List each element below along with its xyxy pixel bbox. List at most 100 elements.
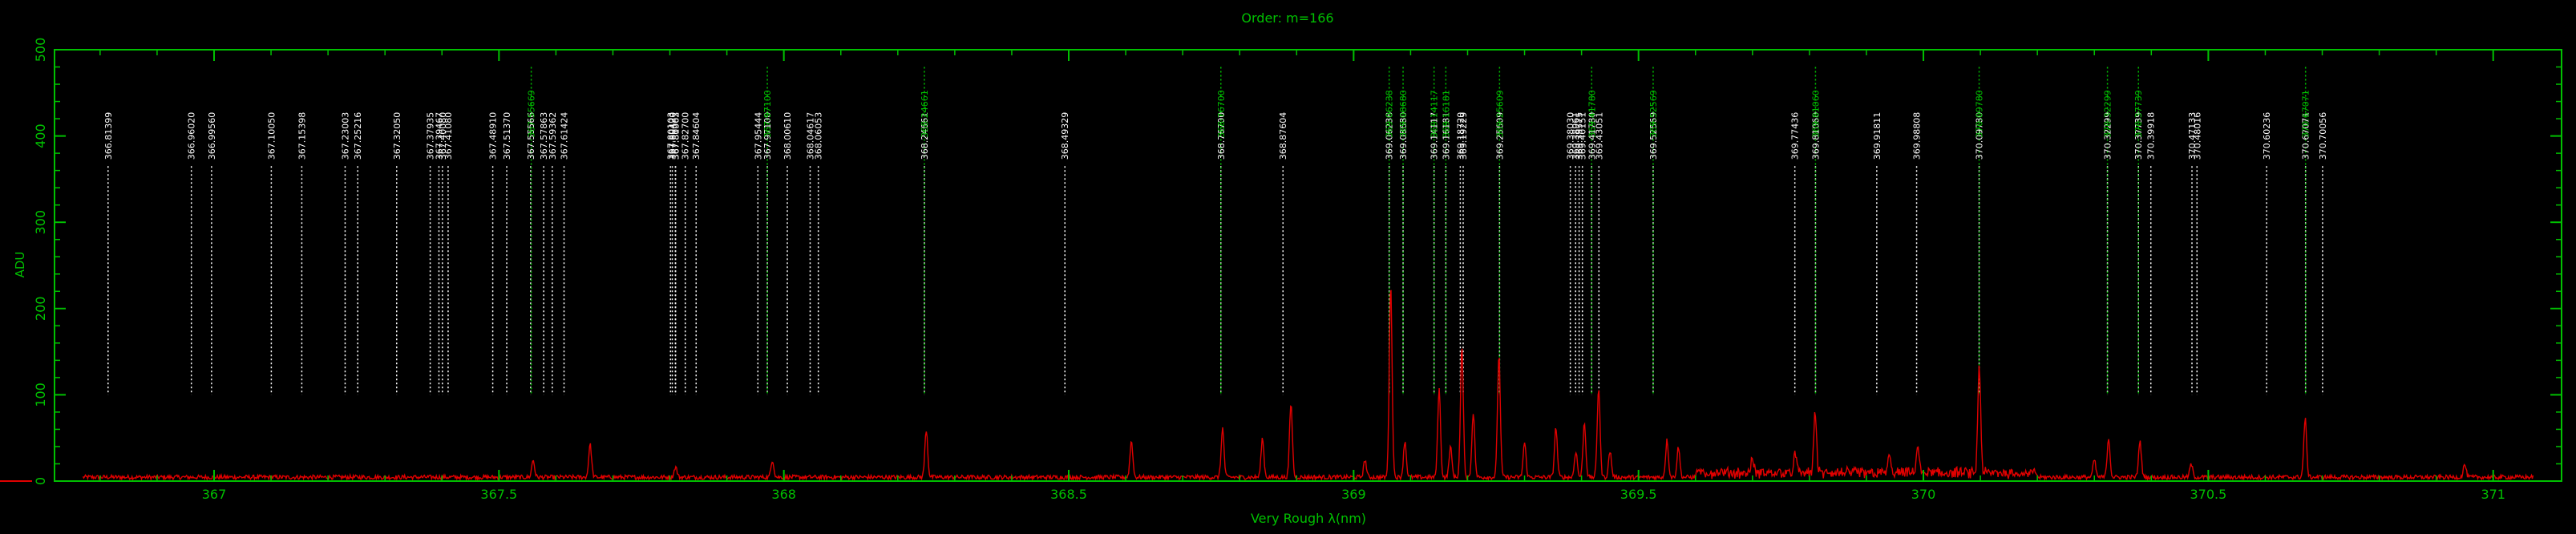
y-tick-label: 300: [33, 210, 48, 235]
green-line-label: 367.55669: [527, 90, 537, 138]
white-line-label: 369.52569: [1648, 112, 1659, 160]
white-line-label: 369.98808: [1912, 112, 1923, 160]
white-line-label: 367.82700: [681, 112, 691, 160]
spectrum-line: [82, 289, 2534, 482]
white-line-label: 369.81060: [1810, 112, 1821, 160]
white-line-label: 369.43051: [1594, 112, 1604, 160]
white-line-label: 367.25216: [353, 112, 363, 160]
white-line-label: 367.32050: [392, 112, 402, 160]
white-line-label: 370.47133: [2187, 112, 2198, 160]
x-axis-ticks: 367 367.5 368 368.5 369 369.5 370 370.5 371: [99, 50, 2505, 502]
green-line-label: 368.24661: [920, 90, 930, 138]
white-line-label: 370.60236: [2262, 112, 2272, 160]
white-line-label: 369.77436: [1790, 112, 1801, 160]
axes-frame: [54, 49, 2562, 482]
white-line-label: 367.80420: [668, 112, 678, 160]
white-line-label: 369.25609: [1494, 112, 1505, 160]
white-line-label: 367.51370: [502, 112, 512, 160]
green-line-label: 369.06238: [1385, 90, 1395, 138]
x-tick-label: 367: [202, 487, 227, 502]
white-line-label: 367.10050: [266, 112, 277, 160]
white-line-label: 369.38961: [1571, 112, 1581, 160]
reference-lines: [107, 67, 2323, 395]
green-line-label: 370.67071: [2301, 90, 2311, 138]
green-line-label: 369.16181: [1441, 90, 1451, 138]
white-line-label: 366.99560: [207, 112, 217, 160]
white-line-label: 369.19229: [1458, 112, 1469, 160]
white-line-label: 367.37935: [426, 112, 436, 160]
white-line-label: 368.87604: [1278, 112, 1288, 160]
white-line-label: 369.14117: [1430, 112, 1440, 160]
white-line-label: 369.38030: [1566, 112, 1576, 160]
white-line-label: 368.24661: [920, 112, 930, 160]
green-line-label: 367.97100: [762, 90, 773, 138]
chart-title: Order: m=166: [1241, 10, 1333, 26]
white-line-label: 370.37739: [2133, 112, 2144, 160]
white-line-label: 367.15398: [297, 112, 307, 160]
x-tick-label: 367.5: [480, 487, 517, 502]
y-axis-ticks: 0 100 200 300 400 500: [33, 38, 2562, 485]
white-line-label: 367.57863: [539, 112, 549, 160]
white-line-label: 368.76700: [1216, 112, 1227, 160]
white-line-label: 367.41080: [443, 112, 454, 160]
spectrum-series: [0, 289, 2534, 482]
white-line-label: 367.80962: [670, 112, 681, 160]
white-line-label: 369.91811: [1872, 112, 1882, 160]
green-line-label: 369.41780: [1587, 90, 1597, 137]
green-line-label: 370.09780: [1975, 90, 1985, 138]
white-line-label: 369.41780: [1587, 112, 1597, 160]
green-line-label: 369.52569: [1648, 90, 1659, 138]
plot-frame: [54, 49, 2562, 482]
white-line-label: 367.80103: [665, 112, 676, 160]
white-line-label: 367.55566: [526, 112, 536, 160]
white-line-label: 367.39467: [434, 112, 444, 160]
x-tick-label: 370.5: [2190, 487, 2226, 502]
white-line-label: 367.48910: [488, 112, 499, 160]
white-line-label: 367.95444: [753, 112, 763, 160]
x-tick-label: 368: [771, 487, 796, 502]
white-line-label: 369.18720: [1455, 112, 1466, 160]
y-tick-label: 0: [33, 477, 48, 485]
x-tick-label: 370: [1911, 487, 1936, 502]
white-line-label: 369.40151: [1578, 112, 1588, 160]
y-tick-label: 500: [33, 38, 48, 63]
white-line-label: 370.70056: [2318, 112, 2328, 160]
white-line-label: 370.67071: [2301, 112, 2311, 160]
white-line-label: 368.06053: [814, 112, 824, 160]
white-line-label: 367.97100: [762, 112, 773, 160]
white-line-label: 370.48016: [2192, 112, 2202, 160]
white-line-label: 369.16181: [1441, 112, 1451, 160]
white-line-label: 368.49329: [1060, 112, 1070, 160]
green-line-label: 370.32299: [2103, 90, 2113, 138]
green-line-label: 369.81060: [1810, 90, 1821, 138]
white-line-label: 369.08680: [1398, 112, 1409, 160]
x-tick-label: 369: [1341, 487, 1366, 502]
white-line-label: 370.09780: [1975, 112, 1985, 160]
y-axis-label: ADU: [13, 252, 27, 278]
white-line-label: 366.81399: [103, 112, 114, 160]
green-line-label: 370.37739: [2133, 90, 2144, 138]
x-tick-label: 371: [2481, 487, 2505, 502]
y-tick-label: 400: [33, 123, 48, 148]
white-line-label: 369.06238: [1385, 112, 1395, 160]
white-line-label: 369.39575: [1575, 112, 1585, 160]
white-line-label: 370.39918: [2146, 112, 2157, 160]
green-line-label: 369.08680: [1398, 90, 1409, 138]
x-tick-label: 369.5: [1620, 487, 1657, 502]
green-line-label: 369.25609: [1494, 90, 1505, 138]
white-line-label: 367.81003: [671, 112, 681, 160]
white-line-label: 367.40080: [438, 112, 448, 160]
x-axis-label: Very Rough λ(nm): [1251, 511, 1366, 526]
green-line-label: 368.76700: [1216, 90, 1227, 138]
white-line-label: 367.84604: [691, 112, 702, 160]
y-tick-label: 100: [33, 382, 48, 407]
white-line-label: 368.04617: [805, 112, 815, 160]
white-line-label: 367.23003: [340, 112, 350, 160]
x-tick-label: 368.5: [1050, 487, 1087, 502]
y-tick-label: 200: [33, 297, 48, 322]
reference-line-labels: 366.81399 366.96020 366.99560 367.10050 367.…: [103, 90, 2328, 160]
green-line-label: 369.14117: [1430, 90, 1440, 138]
white-line-label: 368.00610: [783, 112, 793, 160]
